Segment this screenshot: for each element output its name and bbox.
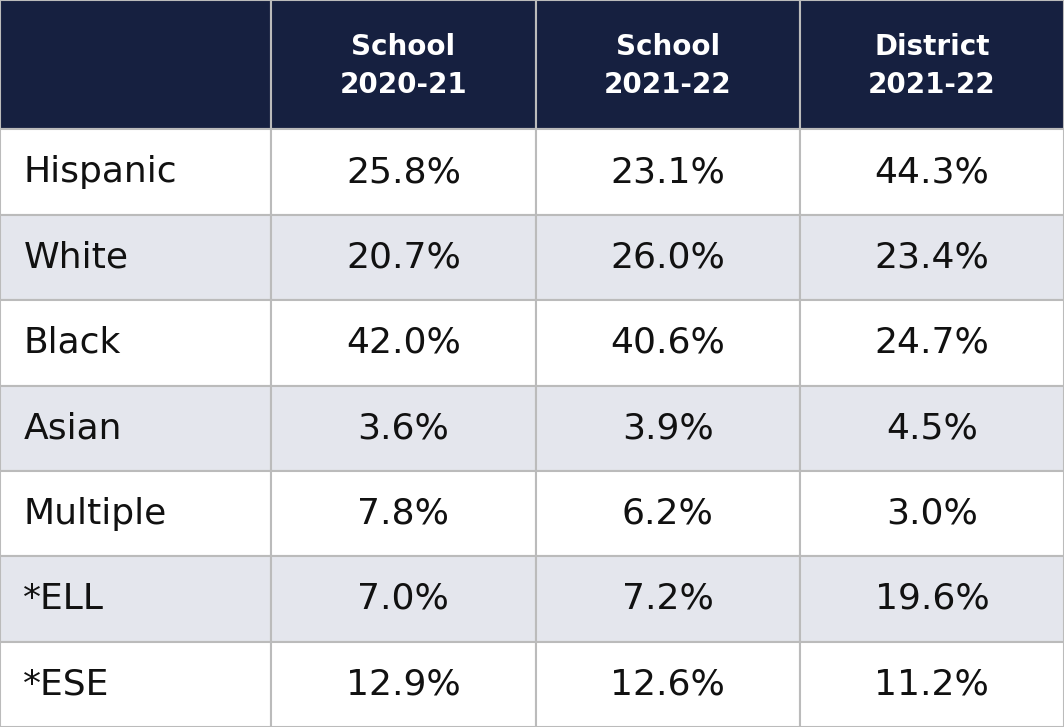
Bar: [800, 471, 1064, 556]
Bar: [800, 385, 1064, 471]
Bar: [271, 642, 535, 727]
Text: 23.1%: 23.1%: [611, 155, 725, 189]
Text: 20.7%: 20.7%: [346, 241, 461, 275]
Text: White: White: [23, 241, 129, 275]
Text: 23.4%: 23.4%: [875, 241, 990, 275]
Bar: [800, 0, 1064, 129]
Bar: [271, 0, 535, 129]
Bar: [800, 300, 1064, 385]
Text: Multiple: Multiple: [23, 497, 167, 531]
Bar: [0, 300, 271, 385]
Text: 3.0%: 3.0%: [886, 497, 978, 531]
Bar: [800, 214, 1064, 300]
Bar: [0, 214, 271, 300]
Text: 19.6%: 19.6%: [875, 582, 990, 616]
Text: School: School: [351, 33, 455, 60]
Bar: [271, 300, 535, 385]
Text: 2020-21: 2020-21: [339, 71, 467, 100]
Text: 11.2%: 11.2%: [875, 667, 990, 702]
Bar: [0, 385, 271, 471]
Text: Black: Black: [23, 326, 121, 360]
Text: 7.8%: 7.8%: [358, 497, 449, 531]
Bar: [535, 385, 800, 471]
Bar: [535, 129, 800, 214]
Text: 2021-22: 2021-22: [604, 71, 731, 100]
Text: 7.2%: 7.2%: [621, 582, 714, 616]
Bar: [271, 556, 535, 642]
Bar: [535, 556, 800, 642]
Bar: [535, 642, 800, 727]
Text: *ELL: *ELL: [23, 582, 104, 616]
Bar: [535, 0, 800, 129]
Bar: [271, 129, 535, 214]
Text: Asian: Asian: [23, 411, 122, 445]
Bar: [271, 385, 535, 471]
Text: 12.6%: 12.6%: [611, 667, 725, 702]
Bar: [800, 556, 1064, 642]
Bar: [535, 471, 800, 556]
Text: 2021-22: 2021-22: [868, 71, 996, 100]
Text: School: School: [616, 33, 719, 60]
Text: 12.9%: 12.9%: [346, 667, 461, 702]
Text: Hispanic: Hispanic: [23, 155, 177, 189]
Bar: [0, 0, 271, 129]
Text: 42.0%: 42.0%: [346, 326, 461, 360]
Text: 3.9%: 3.9%: [621, 411, 714, 445]
Text: 24.7%: 24.7%: [875, 326, 990, 360]
Bar: [0, 556, 271, 642]
Bar: [0, 471, 271, 556]
Bar: [271, 214, 535, 300]
Text: 25.8%: 25.8%: [346, 155, 461, 189]
Bar: [535, 300, 800, 385]
Bar: [800, 642, 1064, 727]
Bar: [0, 129, 271, 214]
Text: *ESE: *ESE: [23, 667, 110, 702]
Text: 4.5%: 4.5%: [886, 411, 978, 445]
Bar: [271, 471, 535, 556]
Bar: [800, 129, 1064, 214]
Text: 26.0%: 26.0%: [611, 241, 725, 275]
Bar: [535, 214, 800, 300]
Text: 6.2%: 6.2%: [621, 497, 714, 531]
Text: 44.3%: 44.3%: [875, 155, 990, 189]
Bar: [0, 642, 271, 727]
Text: 40.6%: 40.6%: [611, 326, 725, 360]
Text: District: District: [875, 33, 990, 60]
Text: 7.0%: 7.0%: [358, 582, 449, 616]
Text: 3.6%: 3.6%: [358, 411, 449, 445]
